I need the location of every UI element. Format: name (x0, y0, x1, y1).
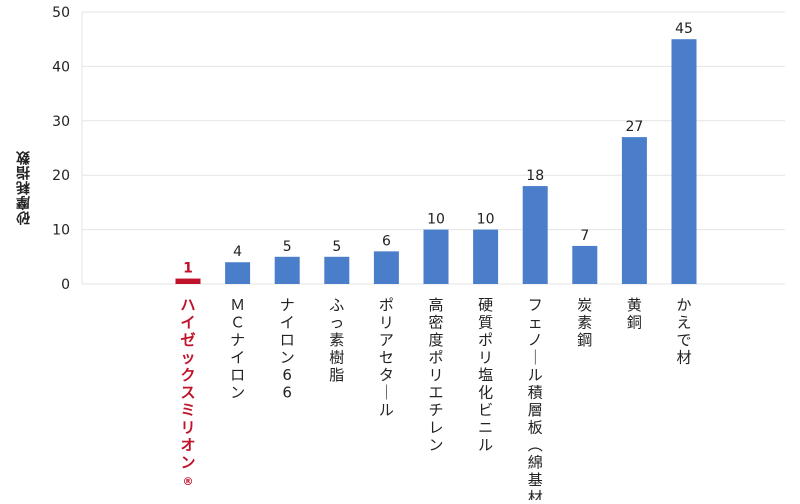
category-label: 高密度ポリエチレン (428, 296, 443, 454)
bar-2 (225, 262, 251, 284)
y-tick-label: 40 (52, 59, 70, 75)
bar-7 (473, 229, 499, 284)
bar-9 (572, 245, 598, 284)
data-label: 45 (675, 21, 693, 37)
bar-5 (373, 251, 399, 284)
data-label: 1 (183, 261, 193, 277)
y-tick-label: 0 (61, 277, 70, 293)
data-label: 10 (477, 212, 495, 228)
category-label: 硬質ポリ塩化ビニル (478, 296, 493, 454)
category-label: ナイロン 6 6 (280, 296, 295, 402)
bar-10 (621, 137, 647, 284)
bar-11 (671, 39, 697, 285)
grid-layer (81, 11, 785, 285)
data-label: 6 (382, 233, 391, 249)
category-label: かえで材 (676, 296, 691, 367)
bar-4 (324, 256, 350, 284)
bars (175, 39, 697, 285)
y-tick-label: 20 (52, 168, 70, 184)
y-axis-label: 砂摩耗指数 (16, 150, 32, 225)
data-label: 4 (233, 244, 242, 260)
category-label: ＭＣナイロン (230, 296, 245, 402)
y-tick-labels: 0 10 20 30 40 50 (52, 5, 70, 293)
y-tick-label: 50 (52, 5, 70, 21)
data-label: 5 (332, 239, 341, 255)
category-label: ふっ素樹脂 (329, 296, 344, 384)
category-labels: ハイゼックスミリオン® ＭＣナイロン ナイロン 6 6 ふっ素樹脂 ポリアセタ｜ル 高密度ポリ… (180, 296, 691, 504)
y-tick-label: 10 (52, 223, 70, 239)
category-label: ポリアセタ｜ル (379, 296, 394, 419)
bar-1 (175, 278, 201, 284)
data-label: 18 (526, 168, 544, 184)
data-label: 7 (580, 228, 589, 244)
data-label: 10 (427, 212, 445, 228)
bar-8 (522, 186, 548, 284)
category-label: 炭素鋼 (577, 296, 592, 349)
bar-6 (423, 229, 449, 284)
category-label: 黄銅 (627, 296, 642, 332)
y-tick-label: 30 (52, 114, 70, 130)
data-label: 5 (283, 239, 292, 255)
category-label: フェノ｜ル積層板︵綿基材︶ (528, 296, 543, 500)
data-label: 27 (625, 119, 643, 135)
bar-3 (274, 256, 300, 284)
category-label: ハイゼックスミリオン® (180, 296, 195, 488)
